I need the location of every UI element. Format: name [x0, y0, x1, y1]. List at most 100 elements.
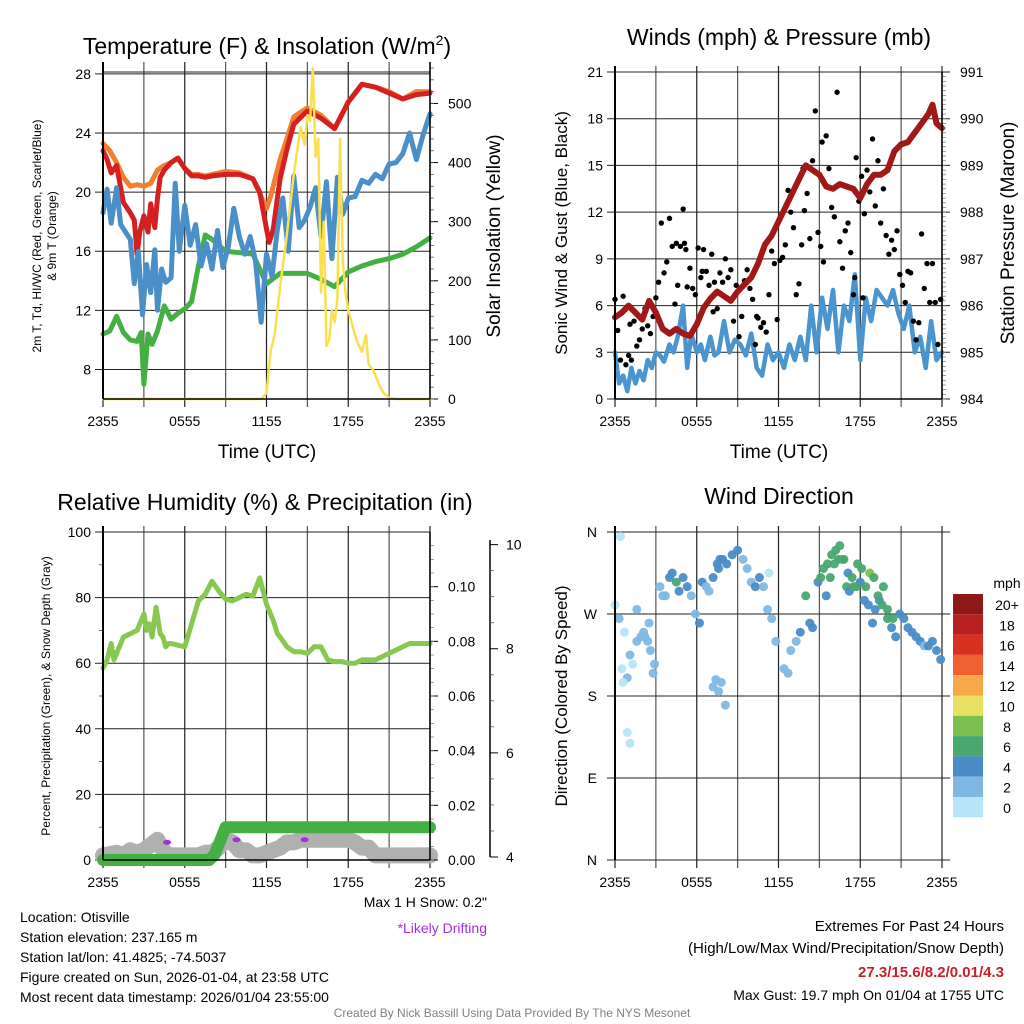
gust-point: [730, 318, 737, 324]
legend-swatch: [953, 736, 983, 757]
wind-direction-point: [771, 636, 781, 646]
gust-point: [927, 299, 933, 306]
wind-direction-point: [927, 636, 937, 646]
wind-direction-point: [869, 573, 879, 583]
legend-label: 16: [999, 638, 1015, 654]
gust-point: [760, 320, 767, 326]
wind-direction-point: [742, 563, 752, 573]
gust-point: [647, 330, 654, 337]
gust-point: [913, 337, 919, 343]
figure-created: Figure created on Sun, 2026-01-04, at 23…: [20, 969, 329, 985]
winds-ylabel: Sonic Wind & Gust (Blue, Black): [552, 111, 571, 355]
wind-direction-point: [708, 573, 718, 583]
wind-direction-point: [873, 591, 883, 601]
y-tick-label: 60: [75, 655, 91, 671]
wind-direction-point: [625, 738, 635, 748]
y-tick-label: 6: [595, 298, 603, 314]
gust-point: [763, 329, 769, 335]
gust-point: [848, 249, 854, 256]
gust-point: [673, 240, 680, 246]
wind-direction-point: [618, 677, 628, 687]
gust-point: [615, 327, 621, 334]
y-tick-label: 21: [587, 64, 603, 80]
wind-direction-point: [764, 568, 774, 578]
gust-point: [837, 239, 843, 245]
gust-point: [719, 279, 726, 285]
gust-point: [860, 295, 866, 301]
x-tick-label: 2355: [87, 413, 118, 429]
gust-point: [666, 215, 673, 222]
y-tick-label: S: [588, 688, 597, 704]
gust-point: [625, 352, 632, 359]
gust-point: [634, 343, 640, 349]
x-tick-label: 2355: [87, 874, 118, 890]
temperature-ylabel-line1: 2m T, Td, HI/WC (Red, Green, Scarlet/Blu…: [30, 120, 44, 353]
series-line-relative-humidity: [100, 575, 433, 671]
gust-point: [627, 321, 633, 327]
y2-tick-label: 986: [960, 298, 984, 314]
wind-direction-point: [690, 609, 700, 619]
y2-tick-label: 100: [448, 332, 472, 348]
legend-label: 18: [999, 617, 1015, 633]
legend-label: 4: [1003, 759, 1011, 775]
gust-point: [692, 291, 699, 298]
legend-swatch: [953, 756, 983, 777]
wind-direction-point: [888, 614, 898, 624]
wind-direction-point: [878, 582, 888, 592]
humidity-grid: [95, 526, 431, 868]
x-tick-label: 0555: [169, 874, 200, 890]
gust-point: [645, 323, 651, 329]
wind-direction-point: [620, 627, 630, 637]
wind-direction-point: [795, 627, 805, 637]
winds-axes: 0 3 6 9 12 15 18 21 984 985 986 987 988 989 990 991 2355…: [587, 64, 983, 429]
gust-point: [700, 246, 707, 253]
drifting-label: *Likely Drifting: [397, 920, 487, 936]
y2-tick-label: 0.06: [448, 688, 475, 704]
gust-point: [867, 189, 873, 195]
gust-point: [834, 89, 840, 95]
gust-point: [807, 235, 813, 242]
gust-point: [768, 248, 775, 254]
gust-point: [801, 207, 808, 214]
winds-xlabel: Time (UTC): [730, 442, 829, 463]
y2-tick-label: 987: [960, 251, 984, 267]
gust-point: [842, 228, 848, 234]
wind-direction-point: [720, 700, 730, 710]
x-tick-label: 1155: [763, 413, 793, 429]
gust-point: [880, 186, 887, 192]
y2-tick-label: 991: [960, 64, 984, 80]
gust-point: [818, 243, 824, 250]
gust-point: [677, 243, 684, 250]
gust-point: [631, 318, 637, 324]
gust-point: [788, 209, 794, 215]
y2-tick-label: 200: [448, 273, 472, 289]
gust-point: [623, 362, 629, 368]
wind-direction-point: [674, 586, 684, 596]
y2-tick-label: 0.10: [448, 579, 475, 595]
gust-point: [815, 229, 821, 236]
gust-point: [894, 228, 900, 234]
gust-point: [771, 260, 778, 267]
humidity-ylabel: Percent, Precipitation (Green), & Snow D…: [39, 556, 53, 835]
y-tick-label: 80: [75, 590, 91, 606]
y-tick-label: 12: [75, 302, 91, 318]
wind-direction-point: [628, 659, 638, 669]
series-line-hi-wc: [100, 111, 433, 325]
y2-tick-label: 985: [960, 344, 984, 360]
x-tick-label: 1155: [251, 874, 281, 890]
extremes-title: Extremes For Past 24 Hours: [814, 918, 1004, 935]
gust-point: [820, 259, 827, 265]
gust-point: [689, 285, 696, 292]
wind-direction-point: [808, 623, 818, 633]
wind-direction-point: [825, 573, 835, 583]
y2-tick-label: 300: [448, 214, 472, 230]
wind-direction-point: [671, 577, 681, 587]
gust-point: [924, 260, 930, 267]
wind-direction-point: [615, 532, 625, 542]
wind-direction-point: [682, 582, 692, 592]
wind-direction-point: [835, 541, 845, 551]
y2-tick-label: 988: [960, 204, 984, 220]
y-tick-label: 18: [587, 111, 603, 127]
wind-direction-point: [791, 636, 801, 646]
legend-swatch: [953, 715, 983, 737]
